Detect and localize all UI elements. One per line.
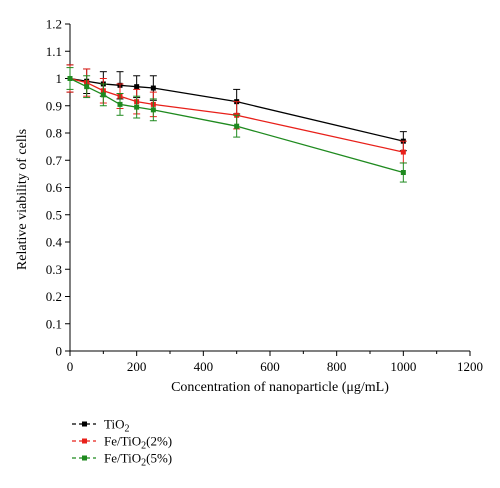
data-point xyxy=(100,92,106,98)
data-point xyxy=(400,170,406,176)
data-point xyxy=(150,107,156,113)
y-tick-label: 1.1 xyxy=(46,44,62,59)
legend-label: TiO2 xyxy=(104,417,129,435)
data-point xyxy=(400,149,406,155)
axes: 0 200 400 600 800 1000 1200 0 0.1 0.2 0.3 0.4 0.5 0.6… xyxy=(46,17,483,375)
series-1 xyxy=(66,64,407,164)
x-tick-label: 200 xyxy=(127,359,147,374)
x-tick-label: 0 xyxy=(67,359,74,374)
y-tick-label: 0.6 xyxy=(46,180,63,195)
legend-label: Fe/TiO2(5%) xyxy=(104,451,172,469)
x-tick-label: 800 xyxy=(327,359,347,374)
y-tick-label: 0.4 xyxy=(46,235,63,250)
data-point xyxy=(84,84,90,90)
y-axis-title: Relative viability of cells xyxy=(15,129,30,270)
y-tick-label: 0.8 xyxy=(46,126,62,141)
data-point xyxy=(150,85,156,91)
x-tick-label: 400 xyxy=(194,359,214,374)
data-point xyxy=(134,84,140,90)
legend-swatch-marker xyxy=(82,421,87,427)
y-tick-label: 0.3 xyxy=(46,262,62,277)
data-point xyxy=(234,123,240,129)
y-tick-label: 0.7 xyxy=(46,153,63,168)
y-tick-label: 0 xyxy=(56,344,63,359)
series-line xyxy=(69,77,404,174)
y-tick-label: 0.5 xyxy=(46,207,62,222)
y-tick-label: 0.9 xyxy=(46,98,62,113)
data-point xyxy=(117,101,123,107)
data-point xyxy=(67,76,73,81)
data-point xyxy=(134,104,140,110)
x-tick-label: 1000 xyxy=(390,359,416,374)
y-tick-label: 1 xyxy=(56,71,63,86)
series-line xyxy=(69,77,404,142)
y-tick-label: 0.1 xyxy=(46,316,62,331)
series-line xyxy=(69,77,404,153)
y-tick-label: 1.2 xyxy=(46,17,62,32)
series-layer xyxy=(66,64,407,183)
x-tick-label: 1200 xyxy=(457,359,483,374)
x-tick-label: 600 xyxy=(260,359,280,374)
legend-label: Fe/TiO2(2%) xyxy=(104,434,172,452)
x-axis-title: Concentration of nanoparticle (μg/mL) xyxy=(171,380,389,395)
y-tick-label: 0.2 xyxy=(46,289,62,304)
legend-swatch-marker xyxy=(82,455,87,461)
legend-swatch-marker xyxy=(82,438,87,444)
series-2 xyxy=(66,67,407,183)
